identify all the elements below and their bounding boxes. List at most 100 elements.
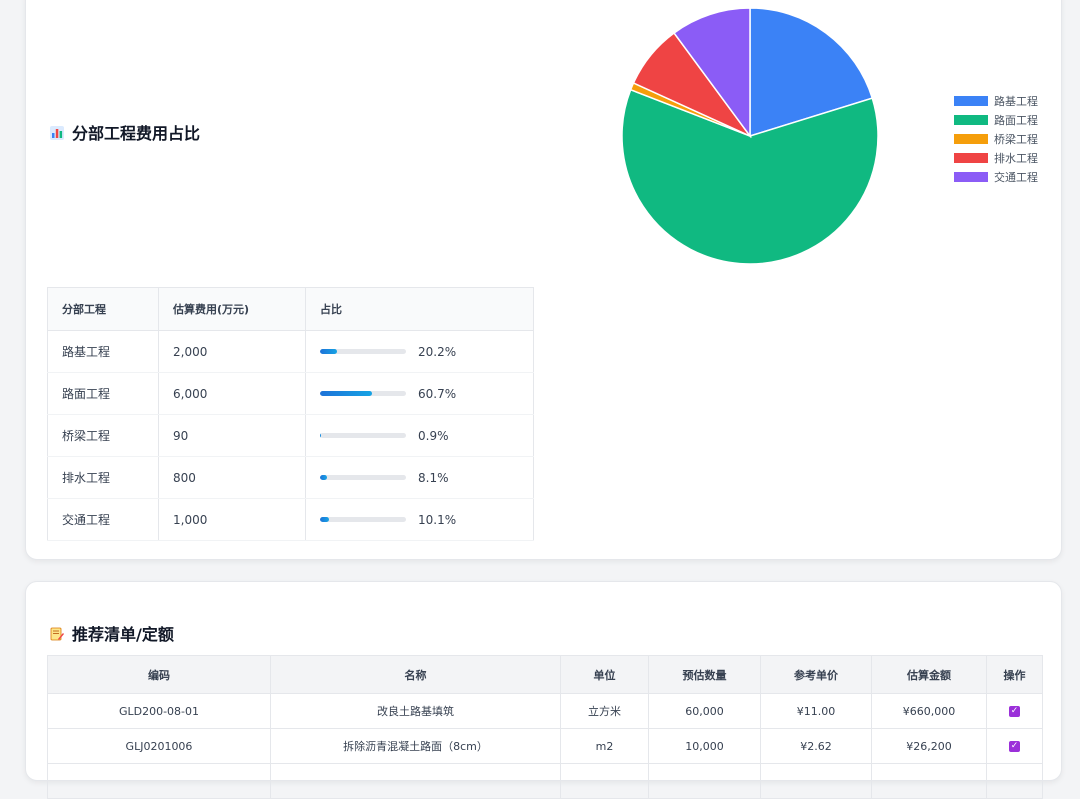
quota-action (986, 763, 1043, 799)
dept-cost: 1,000 (158, 498, 306, 541)
legend-item[interactable]: 路基工程 (954, 91, 1038, 110)
col-header-unit: 单位 (560, 655, 649, 694)
dept-name: 交通工程 (47, 498, 159, 541)
department-cost-table: 分部工程 估算费用(万元) 占比 路基工程 2,000 20.2% 路面工程 6,000… (47, 287, 534, 541)
quota-price: ¥2.62 (760, 728, 872, 764)
quota-code (47, 763, 271, 799)
quota-amount: ¥660,000 (871, 693, 987, 729)
quota-name: 改良土路基填筑 (270, 693, 561, 729)
table-row: 路面工程 6,000 60.7% (47, 372, 534, 415)
legend-label: 路基工程 (994, 94, 1038, 108)
recommended-quota-card: 推荐清单/定额 编码 名称 单位 预估数量 参考单价 估算金额 操作 GLD20… (25, 581, 1062, 799)
ratio-label: 60.7% (418, 386, 457, 401)
ratio-label: 20.2% (418, 344, 457, 359)
col-header-dept: 分部工程 (47, 287, 159, 331)
quota-amount (871, 763, 987, 799)
ratio-label: 10.1% (418, 512, 457, 527)
ratio-bar-track (320, 433, 406, 438)
quota-price (760, 763, 872, 799)
dept-cost: 90 (158, 414, 306, 457)
col-header-action: 操作 (986, 655, 1043, 694)
dept-cost: 6,000 (158, 372, 306, 415)
ratio-bar-track (320, 349, 406, 354)
quota-name (270, 763, 561, 799)
cost-pie-chart (621, 7, 879, 265)
legend-item[interactable]: 桥梁工程 (954, 129, 1038, 148)
quota-unit: m2 (560, 728, 649, 764)
legend-label: 交通工程 (994, 170, 1038, 184)
dept-name: 桥梁工程 (47, 414, 159, 457)
quota-qty (648, 763, 761, 799)
quota-code: GLD200-08-01 (47, 693, 271, 729)
legend-swatch (954, 114, 988, 125)
legend-swatch (954, 152, 988, 163)
dept-name: 路面工程 (47, 372, 159, 415)
col-header-price: 参考单价 (760, 655, 872, 694)
dept-ratio: 20.2% (305, 330, 534, 373)
legend-label: 桥梁工程 (994, 132, 1038, 146)
legend-swatch (954, 133, 988, 144)
ratio-bar-fill (320, 517, 329, 522)
col-header-ratio: 占比 (305, 287, 534, 331)
quota-qty: 10,000 (648, 728, 761, 764)
dept-name: 排水工程 (47, 456, 159, 499)
section-title-text: 推荐清单/定额 (72, 625, 174, 644)
cost-breakdown-card: 分部工程费用占比 路基工程 路面工程 桥梁工程 排水工程 交通工程 分部工程 估算费用(… (25, 0, 1062, 560)
quota-unit: 立方米 (560, 693, 649, 729)
ratio-bar-fill (320, 349, 338, 354)
col-header-code: 编码 (47, 655, 271, 694)
col-header-name: 名称 (270, 655, 561, 694)
quota-table: 编码 名称 单位 预估数量 参考单价 估算金额 操作 GLD200-08-01 改… (47, 655, 1043, 799)
col-header-amount: 估算金额 (871, 655, 987, 694)
table-row (47, 763, 1043, 799)
section-title-text: 分部工程费用占比 (72, 124, 201, 143)
ratio-bar-track (320, 517, 406, 522)
bar-chart-icon (50, 125, 64, 140)
legend-item[interactable]: 交通工程 (954, 167, 1038, 186)
ratio-bar-fill (320, 475, 327, 480)
legend-label: 路面工程 (994, 113, 1038, 127)
pie-slice-5[interactable] (672, 7, 751, 139)
legend-swatch (954, 95, 988, 106)
quota-qty: 60,000 (648, 693, 761, 729)
quota-amount: ¥26,200 (871, 728, 987, 764)
col-header-cost: 估算费用(万元) (158, 287, 306, 331)
legend-item[interactable]: 路面工程 (954, 110, 1038, 129)
chart-legend: 路基工程路面工程桥梁工程排水工程交通工程 (954, 91, 1038, 186)
pie-slice-2[interactable] (621, 88, 879, 265)
quota-action: ✓ (986, 693, 1043, 729)
pie-slice-1[interactable] (749, 7, 874, 138)
select-checkbox[interactable]: ✓ (1009, 706, 1020, 717)
dept-ratio: 8.1% (305, 456, 534, 499)
quota-name: 拆除沥青混凝土路面（8cm） (270, 728, 561, 764)
dept-ratio: 60.7% (305, 372, 534, 415)
dept-ratio: 0.9% (305, 414, 534, 457)
memo-icon (50, 626, 64, 641)
quota-price: ¥11.00 (760, 693, 872, 729)
ratio-label: 0.9% (418, 428, 449, 443)
section-title-cost: 分部工程费用占比 (50, 120, 200, 144)
quota-unit (560, 763, 649, 799)
legend-label: 排水工程 (994, 151, 1038, 165)
table-row: GLD200-08-01 改良土路基填筑 立方米 60,000 ¥11.00 ¥660,0… (47, 693, 1043, 729)
section-title-quota: 推荐清单/定额 (50, 621, 174, 645)
ratio-label: 8.1% (418, 470, 449, 485)
dept-ratio: 10.1% (305, 498, 534, 541)
ratio-bar-track (320, 475, 406, 480)
table-row: 路基工程 2,000 20.2% (47, 330, 534, 373)
table-row: 交通工程 1,000 10.1% (47, 498, 534, 541)
quota-code: GLJ0201006 (47, 728, 271, 764)
col-header-qty: 预估数量 (648, 655, 761, 694)
ratio-bar-fill (320, 433, 321, 438)
dept-cost: 2,000 (158, 330, 306, 373)
dept-name: 路基工程 (47, 330, 159, 373)
legend-item[interactable]: 排水工程 (954, 148, 1038, 167)
table-row: 桥梁工程 90 0.9% (47, 414, 534, 457)
table-row: GLJ0201006 拆除沥青混凝土路面（8cm） m2 10,000 ¥2.62 ¥26… (47, 728, 1043, 764)
table-row: 排水工程 800 8.1% (47, 456, 534, 499)
ratio-bar-track (320, 391, 406, 396)
select-checkbox[interactable]: ✓ (1009, 741, 1020, 752)
dept-cost: 800 (158, 456, 306, 499)
ratio-bar-fill (320, 391, 373, 396)
legend-swatch (954, 171, 988, 182)
